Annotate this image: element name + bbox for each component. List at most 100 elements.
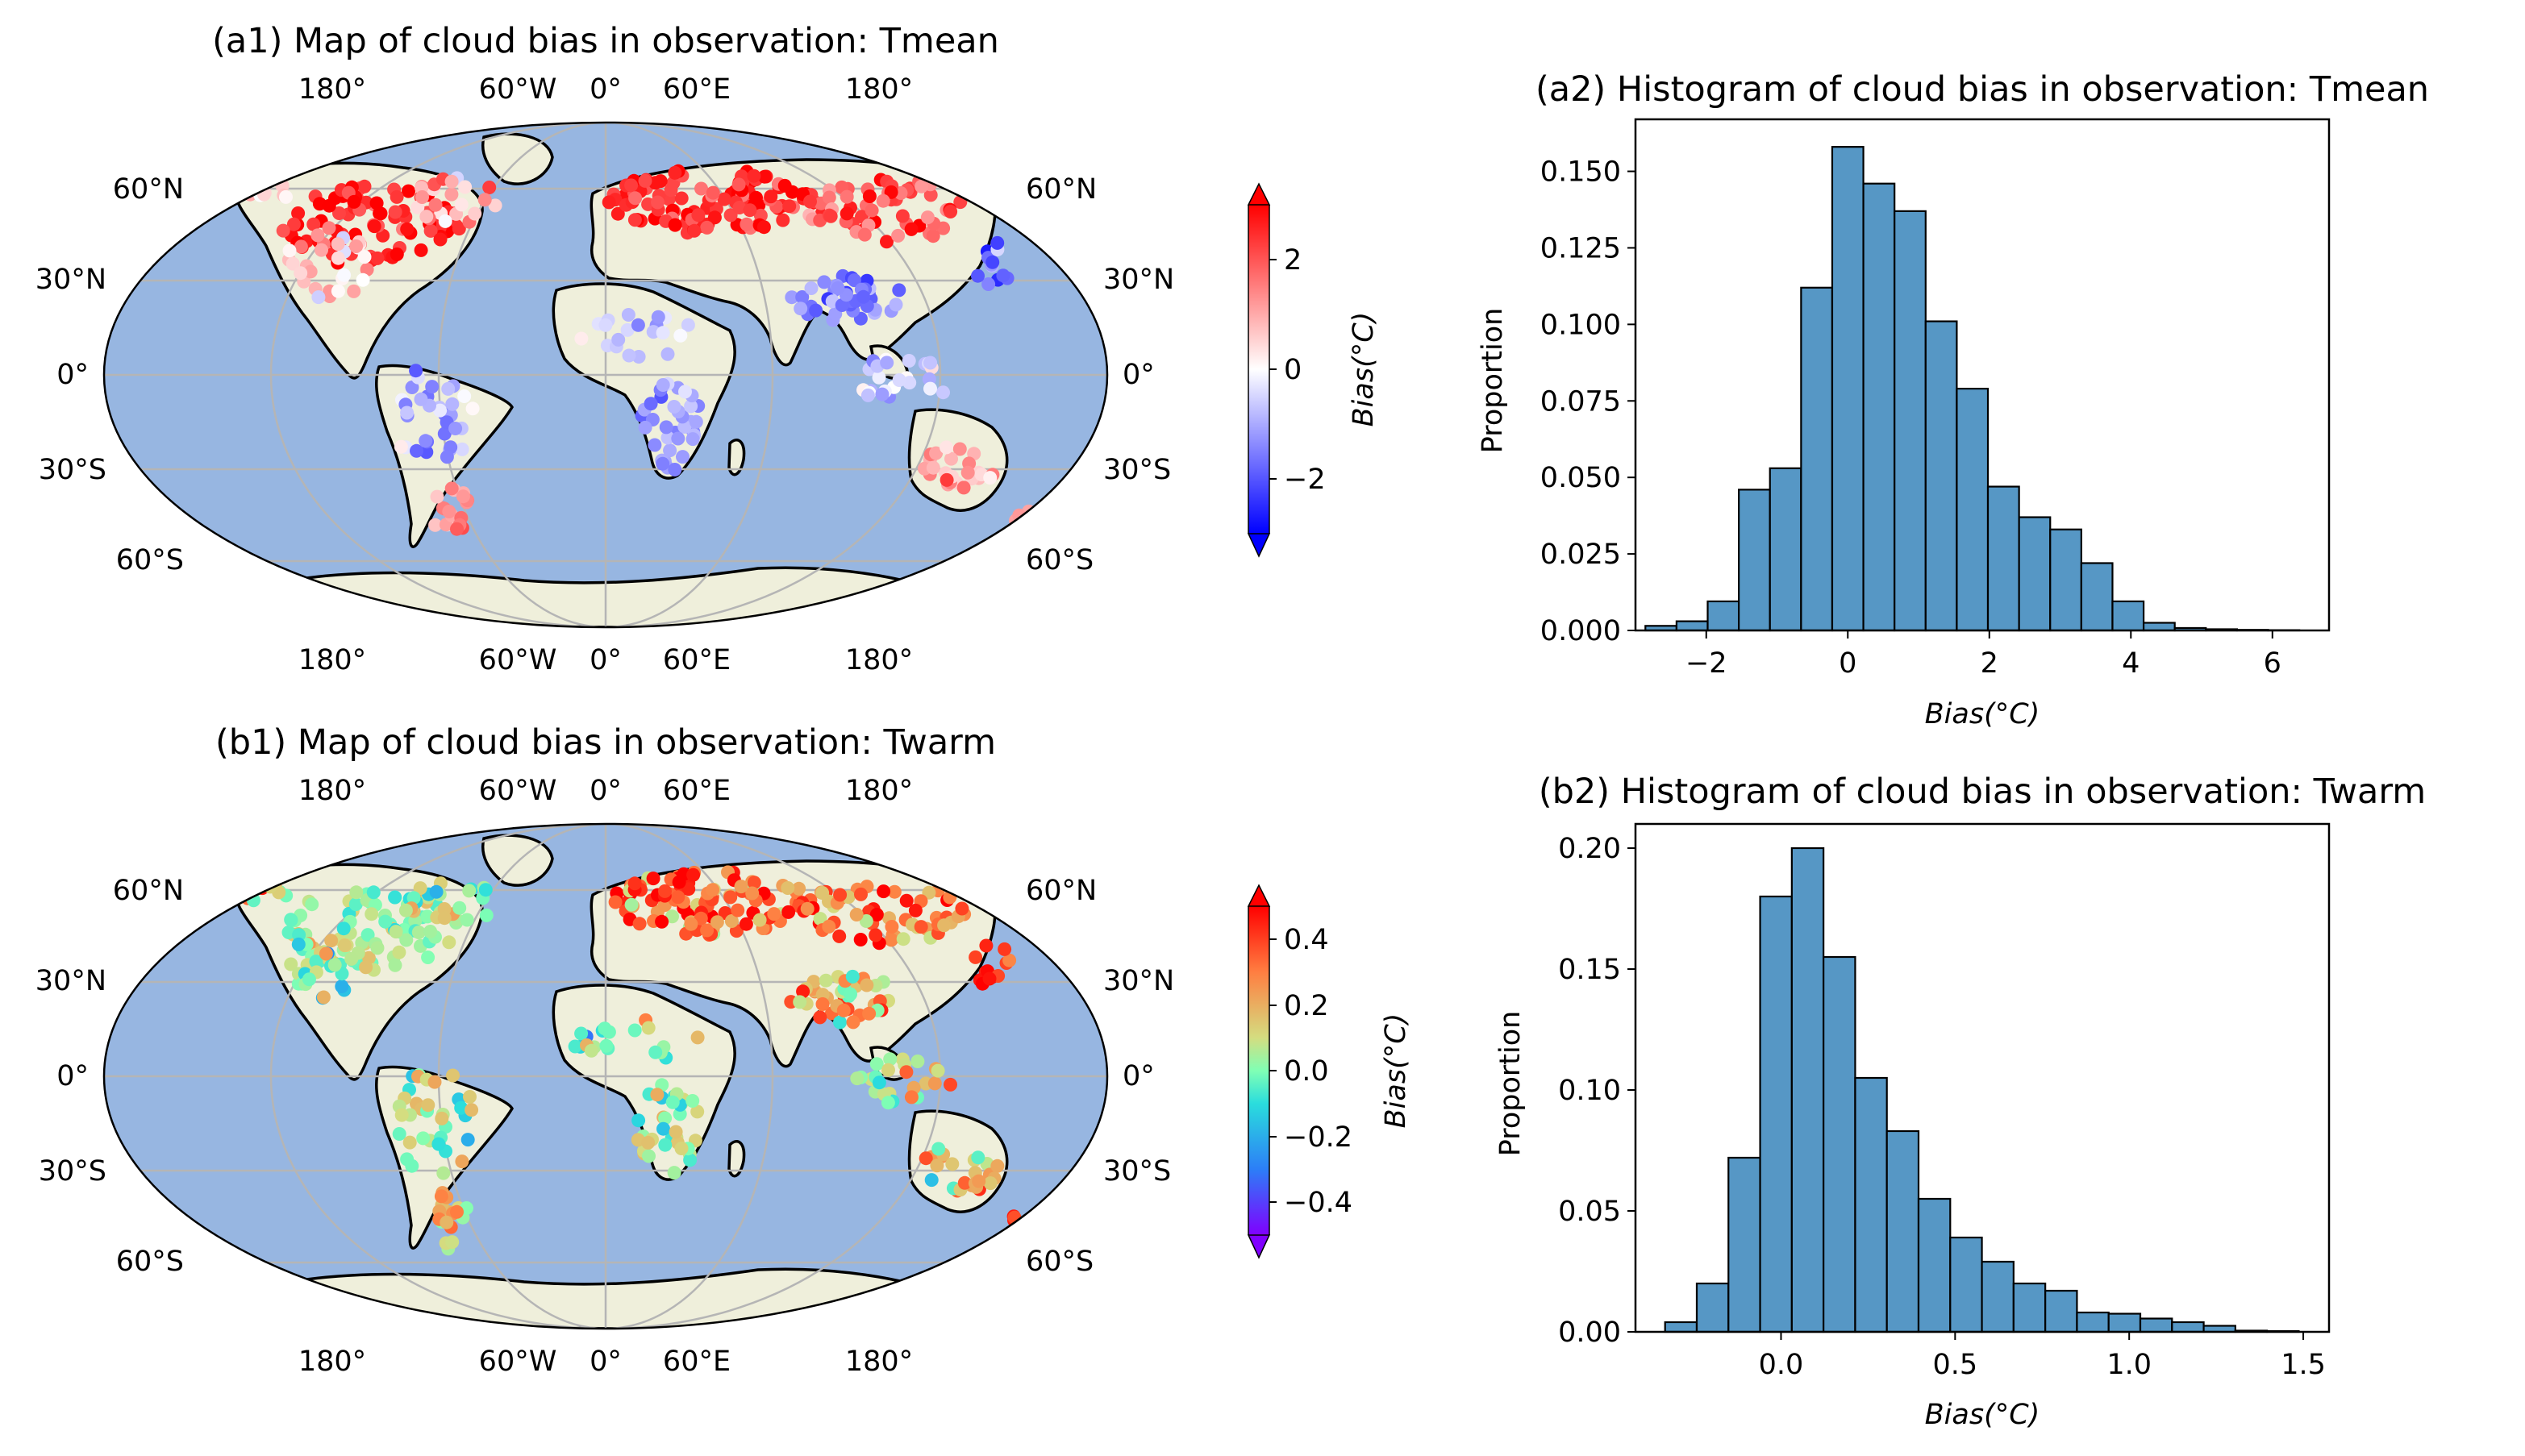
station-point bbox=[568, 1039, 582, 1054]
station-point bbox=[435, 1111, 449, 1125]
colorbar-b1-tick: 0.4 bbox=[1284, 924, 1329, 956]
station-point bbox=[956, 480, 971, 495]
station-point bbox=[706, 185, 720, 200]
station-point bbox=[971, 1150, 985, 1165]
histogram-bar bbox=[1823, 955, 1856, 1333]
station-points-a1 bbox=[243, 164, 1047, 536]
station-point bbox=[833, 1015, 847, 1030]
station-point bbox=[792, 881, 806, 896]
station-point bbox=[983, 471, 998, 485]
station-point bbox=[428, 198, 443, 212]
station-point bbox=[869, 928, 883, 942]
station-point bbox=[990, 235, 1005, 250]
map-b1-globe bbox=[104, 824, 1107, 1329]
station-point bbox=[944, 205, 958, 218]
station-point bbox=[446, 1068, 460, 1083]
histogram-b2-xlabel: Bias(°C) bbox=[1925, 1399, 2040, 1431]
station-point bbox=[347, 284, 361, 298]
station-point bbox=[415, 190, 429, 204]
station-point bbox=[452, 222, 466, 236]
station-point bbox=[646, 872, 660, 886]
station-point bbox=[862, 189, 877, 203]
station-point bbox=[668, 218, 682, 232]
histogram-b2-xticks: 0.0 0.5 1.0 1.5 bbox=[1759, 1332, 2326, 1381]
histogram-bar bbox=[2142, 622, 2176, 632]
station-point bbox=[889, 297, 903, 312]
histogram-bar bbox=[1981, 1260, 2015, 1333]
y-tick-label: 0.025 bbox=[1540, 539, 1621, 571]
map-a1-title: (a1) Map of cloud bias in observation: T… bbox=[212, 21, 999, 61]
station-point bbox=[610, 206, 625, 221]
station-point bbox=[923, 188, 938, 202]
colorbar-b1-extend-max bbox=[1247, 884, 1271, 907]
graticule bbox=[104, 123, 1107, 627]
station-point bbox=[428, 518, 443, 532]
station-point bbox=[945, 1157, 960, 1171]
station-point bbox=[388, 958, 402, 972]
station-point bbox=[414, 243, 428, 257]
station-point bbox=[310, 228, 325, 243]
y-tick-label: 0.10 bbox=[1558, 1075, 1621, 1107]
station-point bbox=[782, 199, 797, 214]
histogram-panel-a2: (a2) Histogram of cloud bias in observat… bbox=[1477, 69, 2429, 730]
station-point bbox=[685, 1094, 700, 1108]
colorbar-b1-tick: 0.2 bbox=[1284, 990, 1329, 1022]
station-point bbox=[359, 960, 373, 975]
histogram-b2-frame bbox=[1634, 822, 2331, 1333]
station-point bbox=[665, 909, 679, 924]
histogram-bar bbox=[1917, 1197, 1952, 1333]
station-point bbox=[840, 206, 854, 221]
station-point bbox=[785, 290, 799, 305]
station-point bbox=[899, 893, 914, 908]
station-point bbox=[431, 1137, 446, 1151]
station-point bbox=[276, 223, 290, 238]
station-point bbox=[656, 326, 670, 340]
map-a1-frame bbox=[102, 121, 1109, 629]
station-point bbox=[627, 213, 642, 227]
station-point bbox=[672, 875, 686, 889]
station-point bbox=[777, 178, 792, 193]
station-point bbox=[979, 938, 994, 953]
station-point bbox=[659, 420, 673, 435]
station-point bbox=[803, 194, 817, 209]
station-point bbox=[860, 978, 874, 992]
station-point bbox=[872, 370, 886, 385]
station-point bbox=[845, 969, 860, 984]
lon-label: 180° bbox=[298, 775, 366, 807]
lon-label: 180° bbox=[845, 644, 913, 676]
lon-label: 180° bbox=[298, 644, 366, 676]
station-point bbox=[929, 446, 944, 460]
station-point bbox=[835, 298, 849, 312]
lat-label: 60°S bbox=[1026, 1246, 1094, 1278]
station-point bbox=[764, 189, 778, 204]
station-point bbox=[309, 955, 323, 969]
station-point bbox=[745, 886, 760, 901]
station-point bbox=[440, 450, 454, 464]
y-tick-label: 0.100 bbox=[1540, 309, 1621, 341]
station-point bbox=[690, 1030, 705, 1045]
histogram-bar bbox=[1800, 286, 1834, 632]
station-point bbox=[632, 917, 647, 931]
station-point bbox=[445, 1235, 460, 1250]
station-point bbox=[442, 505, 456, 518]
lon-label: 60°W bbox=[479, 644, 557, 676]
lat-label: 60°N bbox=[113, 173, 184, 206]
station-point bbox=[621, 308, 635, 322]
histogram-a2-title: (a2) Histogram of cloud bias in observat… bbox=[1535, 69, 2429, 110]
station-point bbox=[940, 472, 954, 487]
x-tick-label: 6 bbox=[2264, 647, 2281, 680]
station-point bbox=[776, 213, 790, 227]
station-point bbox=[302, 972, 316, 987]
histogram-a2-xlabel: Bias(°C) bbox=[1925, 698, 2040, 730]
station-point bbox=[624, 897, 639, 912]
histogram-bar bbox=[2139, 1317, 2173, 1333]
station-point bbox=[399, 933, 414, 947]
station-point bbox=[460, 1133, 475, 1147]
station-point bbox=[731, 177, 746, 192]
station-point bbox=[892, 373, 906, 387]
station-point bbox=[683, 1153, 698, 1167]
map-panel-b1: (b1) Map of cloud bias in observation: T… bbox=[35, 722, 1174, 1378]
station-point bbox=[669, 1125, 683, 1139]
station-point bbox=[627, 1023, 642, 1038]
station-point bbox=[731, 903, 745, 917]
